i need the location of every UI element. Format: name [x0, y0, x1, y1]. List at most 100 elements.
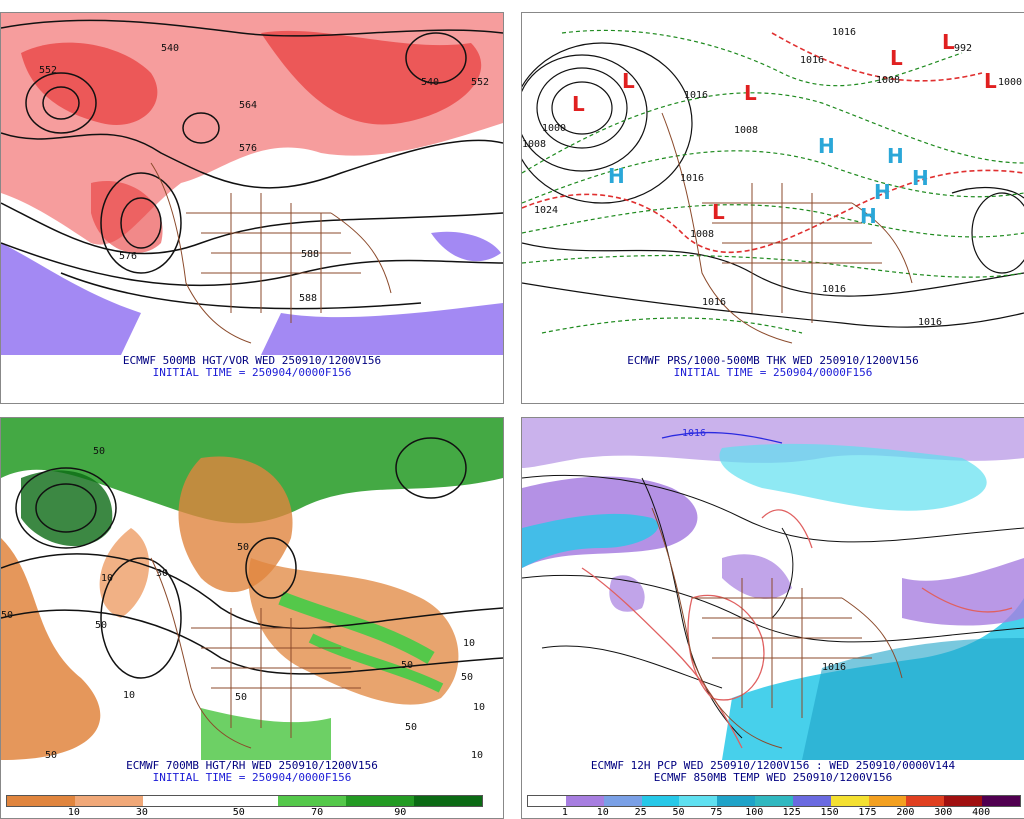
- high-pressure-symbol: H: [860, 204, 877, 228]
- legend-swatch: [906, 796, 945, 806]
- legend-tick-label: 175: [858, 807, 877, 818]
- legend-swatch: [210, 796, 279, 806]
- contour-label: 540: [421, 77, 439, 88]
- panel-500mb-hgt-vor: 552 540 564 576 540 552 576 588 588 ECMW…: [0, 12, 504, 404]
- map-prs-thk: L L L L L L L H H H H H H 1016 992 1000 …: [522, 13, 1024, 355]
- rh-legend-ticks: 10 30 50 70 90: [6, 807, 481, 818]
- legend-swatch: [346, 796, 415, 806]
- legend-swatch: [982, 796, 1020, 806]
- map-precip: 1016 1016: [522, 418, 1024, 760]
- low-pressure-symbol: L: [890, 46, 903, 70]
- legend-tick-label: 400: [972, 807, 991, 818]
- legend-tick-label: 50: [672, 807, 685, 818]
- initial-time: INITIAL TIME = 250904/0000F156: [673, 366, 873, 379]
- contour-label: 50: [235, 692, 247, 703]
- contour-label: 1024: [534, 205, 558, 216]
- high-pressure-symbol: H: [818, 134, 835, 158]
- legend-swatch: [528, 796, 566, 806]
- contour-label: 10: [123, 690, 135, 701]
- contour-label: 552: [471, 77, 489, 88]
- legend-swatch: [142, 796, 211, 806]
- legend-tick-label: 10: [67, 807, 80, 818]
- contour-label: 50: [401, 660, 413, 671]
- contour-label: 1016: [822, 284, 846, 295]
- low-pressure-symbol: L: [712, 200, 725, 224]
- contour-label: 1016: [702, 297, 726, 308]
- contour-label: 1000: [998, 77, 1022, 88]
- contour-label: 50: [405, 722, 417, 733]
- low-pressure-symbol: L: [572, 92, 585, 116]
- low-pressure-symbol: L: [622, 69, 635, 93]
- contour-label: 552: [39, 65, 57, 76]
- legend-tick-label: 200: [896, 807, 915, 818]
- legend-swatch: [74, 796, 143, 806]
- legend-tick-label: 100: [745, 807, 764, 818]
- legend-swatch: [7, 796, 75, 806]
- contour-label: 50: [95, 620, 107, 631]
- legend-tick-label: 10: [596, 807, 609, 818]
- contour-label: 10: [101, 573, 113, 584]
- rh-color-legend: [6, 795, 483, 807]
- panel-subtitle: ECMWF 850MB TEMP WED 250910/1200V156: [653, 771, 893, 784]
- contour-label: 10: [473, 702, 485, 713]
- high-pressure-symbol: H: [608, 164, 625, 188]
- legend-swatch: [565, 796, 604, 806]
- contour-label: 50: [93, 446, 105, 457]
- contour-label: 1016: [918, 317, 942, 328]
- legend-swatch: [641, 796, 680, 806]
- legend-tick-label: 90: [394, 807, 407, 818]
- panel-title: ECMWF 500MB HGT/VOR WED 250910/1200V156: [122, 354, 382, 367]
- contour-label: 588: [301, 249, 319, 260]
- legend-swatch: [868, 796, 907, 806]
- contour-label: 50: [45, 750, 57, 760]
- low-pressure-symbol: L: [942, 30, 955, 54]
- panel-prs-thickness: L L L L L L L H H H H H H 1016 992 1000 …: [521, 12, 1024, 404]
- legend-swatch: [278, 796, 347, 806]
- legend-swatch: [755, 796, 793, 806]
- legend-swatch: [830, 796, 869, 806]
- contour-label: 992: [954, 43, 972, 54]
- contour-label: 576: [239, 143, 257, 154]
- legend-swatch: [603, 796, 642, 806]
- high-pressure-symbol: H: [887, 144, 904, 168]
- contour-label: 1016: [680, 173, 704, 184]
- legend-swatch: [792, 796, 831, 806]
- precip-color-legend: [527, 795, 1021, 807]
- legend-tick-label: 150: [820, 807, 839, 818]
- panel-title: ECMWF 700MB HGT/RH WED 250910/1200V156: [126, 759, 378, 772]
- contour-label: 588: [299, 293, 317, 304]
- contour-label: 1000: [542, 123, 566, 134]
- contour-label: 564: [239, 100, 257, 111]
- legend-tick-label: 1: [561, 807, 568, 818]
- legend-tick-label: 50: [232, 807, 245, 818]
- legend-tick-label: 300: [934, 807, 953, 818]
- legend-tick-label: 75: [710, 807, 723, 818]
- contour-label: 1016: [800, 55, 824, 66]
- contour-label: 10: [471, 750, 483, 760]
- contour-label: 30: [156, 568, 168, 579]
- contour-label: 1008: [522, 139, 546, 150]
- legend-tick-label: 70: [311, 807, 324, 818]
- contour-label: 1008: [734, 125, 758, 136]
- contour-label: 1008: [876, 75, 900, 86]
- map-500mb: 552 540 564 576 540 552 576 588 588: [1, 13, 503, 355]
- contour-label: 50: [237, 542, 249, 553]
- legend-swatch: [679, 796, 718, 806]
- contour-label: 1016: [832, 27, 856, 38]
- contour-label: 576: [119, 251, 137, 262]
- panel-12h-precip-850mb-temp: 1016 1016 ECMWF 12H PCP WED 250910/1200V…: [521, 417, 1024, 819]
- contour-label: 1016: [682, 428, 706, 439]
- initial-time: INITIAL TIME = 250904/0000F156: [152, 366, 352, 379]
- initial-time: INITIAL TIME = 250904/0000F156: [152, 771, 352, 784]
- legend-swatch: [414, 796, 483, 806]
- low-pressure-symbol: L: [744, 81, 757, 105]
- panel-title: ECMWF PRS/1000-500MB THK WED 250910/1200…: [627, 354, 919, 367]
- high-pressure-symbol: H: [912, 166, 929, 190]
- panel-700mb-hgt-rh: 50 10 50 30 50 10 50 50 50 10 50 10 50 1…: [0, 417, 504, 819]
- contour-label: 10: [463, 638, 475, 649]
- contour-label: 50: [1, 610, 13, 621]
- contour-label: 1016: [822, 662, 846, 673]
- panel-title: ECMWF 12H PCP WED 250910/1200V156 : WED …: [590, 759, 956, 772]
- contour-label: 1016: [684, 90, 708, 101]
- map-700mb: 50 10 50 30 50 10 50 50 50 10 50 10 50 1…: [1, 418, 503, 760]
